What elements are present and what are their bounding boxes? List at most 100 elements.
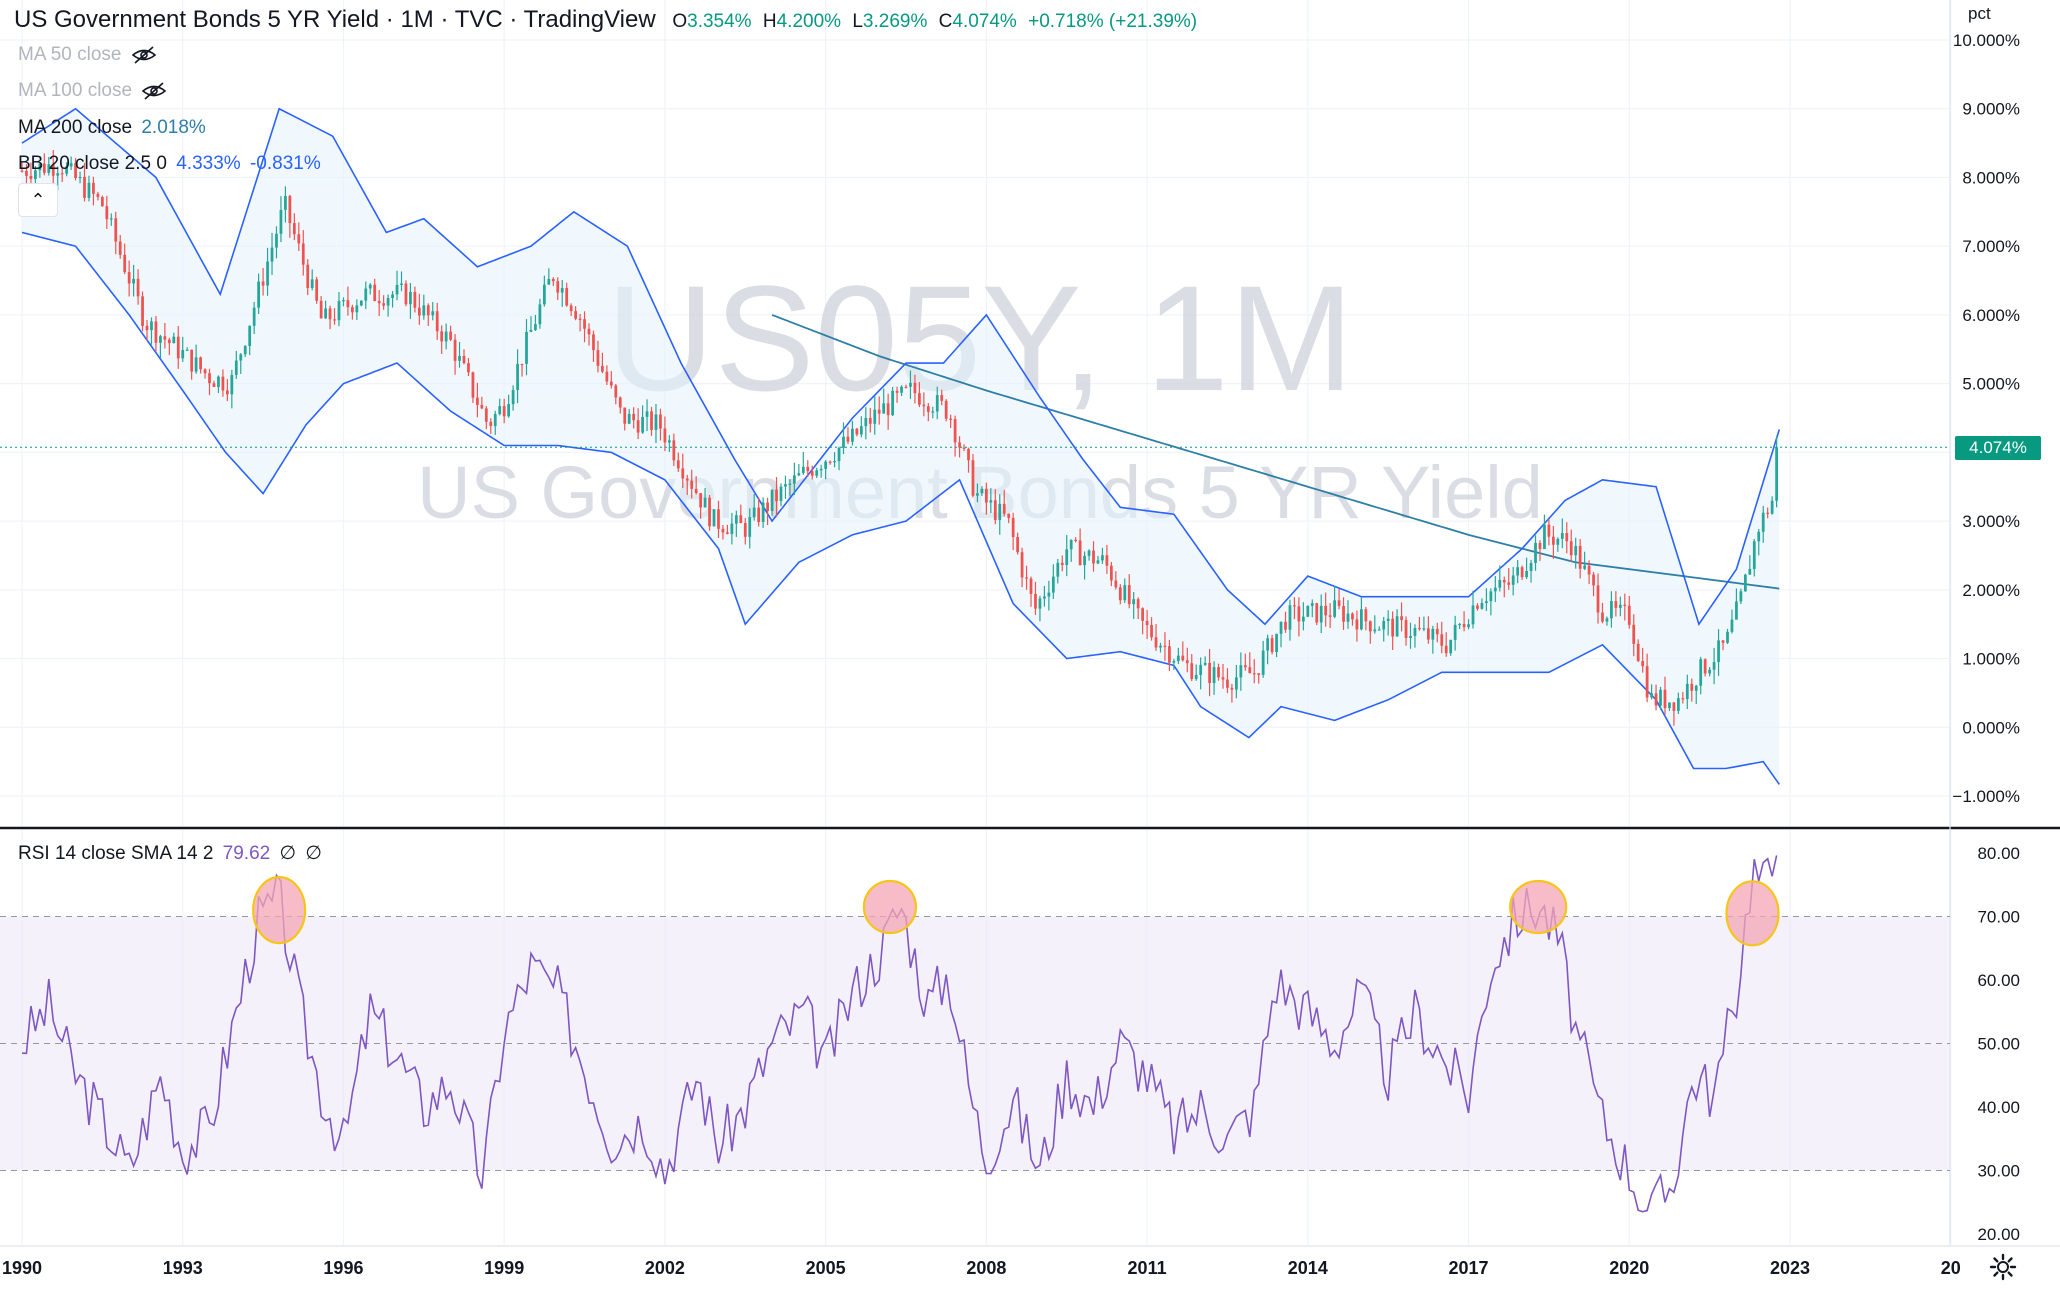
candle-body: [681, 468, 685, 479]
candle-body: [958, 442, 961, 448]
candle-body: [824, 461, 828, 469]
legend-ma50[interactable]: MA 50 close: [18, 44, 157, 66]
candle-body: [1132, 599, 1136, 605]
candle-body: [225, 390, 229, 395]
candle-body: [1632, 624, 1636, 644]
candle-body: [1574, 545, 1578, 556]
candle-body: [596, 350, 600, 366]
candle-body: [868, 417, 872, 424]
candle-body: [1346, 613, 1350, 622]
candle-body: [1364, 609, 1368, 622]
candle-body: [42, 163, 46, 173]
candle-body: [467, 363, 470, 373]
candle-body: [1261, 650, 1265, 675]
bb-lower-line: [21, 231, 1780, 785]
candle-body: [1118, 587, 1122, 601]
candle-body: [1141, 608, 1145, 621]
candle-body: [1252, 673, 1256, 675]
rsi-highlight-circle: [1509, 879, 1568, 935]
candle-body: [1212, 667, 1216, 684]
candle-body: [757, 507, 761, 523]
eye-off-icon[interactable]: [131, 46, 157, 64]
candle-body: [319, 300, 323, 319]
eye-off-icon[interactable]: [141, 82, 167, 100]
rsi-highlight-circle: [862, 879, 918, 935]
candle-body: [507, 404, 511, 417]
legend-bb[interactable]: BB 20 close 2.5 0 4.333% -0.831%: [18, 153, 325, 175]
time-tick-label: 2023: [1770, 1258, 1810, 1278]
candle-body: [1083, 555, 1086, 566]
candle-body: [1694, 685, 1698, 691]
low-value: 3.269%: [862, 11, 928, 32]
candle-body: [1297, 606, 1301, 622]
candle-body: [587, 328, 591, 335]
candle-body: [703, 497, 707, 508]
candle-body: [1011, 517, 1015, 538]
candle-body: [739, 515, 743, 524]
candle-body: [944, 400, 948, 419]
candle-body: [837, 447, 841, 462]
candle-body: [565, 288, 569, 306]
candle-body: [1462, 623, 1466, 628]
time-tick-label: 2008: [966, 1258, 1006, 1278]
candle-body: [498, 406, 502, 415]
candle-body: [971, 460, 975, 496]
candle-body: [1418, 627, 1421, 630]
candle-body: [440, 331, 444, 342]
candle-body: [163, 336, 167, 340]
candle-body: [395, 284, 399, 295]
bollinger-band-lines: [21, 107, 1781, 785]
candle-body: [243, 346, 247, 355]
candle-body: [842, 436, 845, 448]
candle-body: [409, 291, 412, 305]
candle-body: [1743, 574, 1747, 592]
legend-rsi[interactable]: RSI 14 close SMA 14 2 79.62 ∅ ∅: [18, 842, 326, 865]
candle-body: [1627, 605, 1631, 625]
candle-body: [1543, 524, 1546, 550]
candle-body: [1351, 613, 1354, 620]
candle-body: [605, 371, 609, 382]
collapse-legend-button[interactable]: ⌃: [18, 183, 58, 217]
candle-body: [29, 175, 33, 180]
candle-body: [926, 406, 930, 412]
candle-body: [1150, 625, 1153, 638]
candle-body: [1426, 628, 1430, 640]
candle-body: [1172, 661, 1176, 663]
candle-body: [87, 182, 91, 198]
price-tick-label: 0.000%: [1962, 718, 2020, 737]
candle-body: [1221, 677, 1225, 680]
candle-body: [217, 376, 220, 387]
candle-body: [230, 374, 234, 395]
candle-body: [34, 170, 37, 180]
candle-body: [1413, 627, 1417, 636]
candle-body: [480, 404, 484, 409]
gear-icon[interactable]: [1988, 1252, 2018, 1282]
candle-body: [342, 300, 345, 302]
candle-body: [25, 170, 28, 176]
candle-body: [337, 301, 341, 321]
bb-upper-line: [21, 107, 1781, 626]
interval[interactable]: 1M: [400, 6, 434, 33]
candle-body: [1060, 562, 1064, 566]
candle-body: [1288, 605, 1292, 630]
candle-body: [248, 325, 252, 347]
candle-body: [1730, 619, 1734, 632]
candle-body: [819, 468, 823, 471]
separator: ·: [385, 6, 394, 33]
candle-body: [1065, 549, 1069, 566]
candle-body: [476, 397, 479, 405]
candle-body: [1230, 687, 1234, 690]
chart-header: US Government Bonds 5 YR Yield · 1M · TV…: [14, 6, 1203, 34]
candle-body: [1422, 628, 1426, 630]
candle-body: [92, 182, 95, 194]
legend-ma200[interactable]: MA 200 close 2.018%: [18, 117, 210, 139]
legend-ma100[interactable]: MA 100 close: [18, 80, 167, 102]
candle-body: [1578, 545, 1582, 569]
candle-body: [1650, 693, 1653, 698]
candle-body: [141, 296, 144, 326]
candle-body: [828, 461, 832, 463]
candle-body: [154, 321, 158, 343]
candle-body: [382, 303, 386, 306]
candle-body: [1386, 618, 1390, 622]
